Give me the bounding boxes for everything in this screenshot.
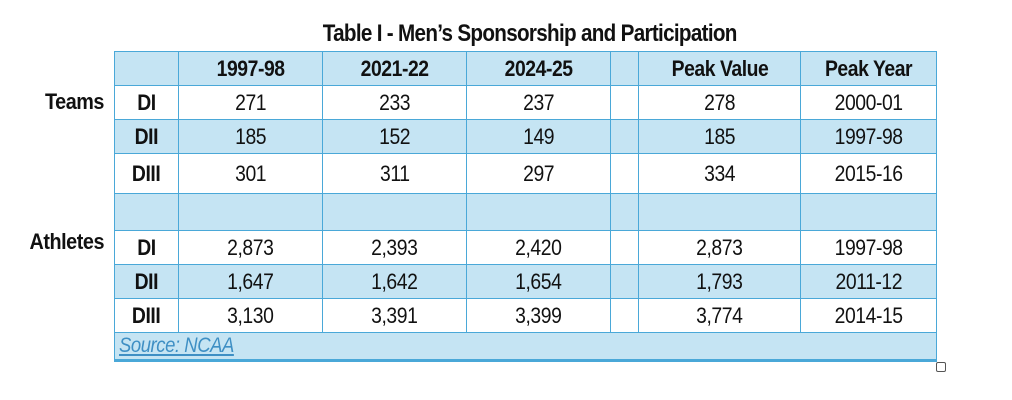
table-cell: 185 bbox=[638, 119, 801, 154]
table-cell: 185 bbox=[178, 119, 323, 154]
table-cell: 311 bbox=[322, 153, 467, 194]
blank-row bbox=[114, 193, 937, 231]
resize-handle[interactable] bbox=[936, 362, 946, 372]
header-cell: 2024-25 bbox=[466, 51, 611, 86]
table-row: DIII 3,130 3,391 3,399 3,774 2014-15 bbox=[114, 298, 937, 333]
table-cell: 1,642 bbox=[322, 264, 467, 299]
division-cell: DIII bbox=[114, 153, 179, 194]
table-row: DIII 301 311 297 334 2015-16 bbox=[114, 153, 937, 194]
table-cell: 233 bbox=[322, 85, 467, 120]
division-cell: DII bbox=[114, 264, 179, 299]
table-cell: 2000-01 bbox=[800, 85, 937, 120]
table-cell: 2,873 bbox=[178, 230, 323, 265]
table-cell: 2015-16 bbox=[800, 153, 937, 194]
table-cell: 2,393 bbox=[322, 230, 467, 265]
table-cell: 1997-98 bbox=[800, 230, 937, 265]
table-cell: 334 bbox=[638, 153, 801, 194]
table-cell: 237 bbox=[466, 85, 611, 120]
table-row: DI 271 233 237 278 2000-01 bbox=[114, 85, 937, 120]
source-row: Source: NCAA bbox=[114, 332, 937, 362]
table-cell: 152 bbox=[322, 119, 467, 154]
header-row: 1997-98 2021-22 2024-25 Peak Value Peak … bbox=[114, 51, 937, 86]
table-cell: 2,873 bbox=[638, 230, 801, 265]
table-cell: 149 bbox=[466, 119, 611, 154]
spacer-cell bbox=[610, 119, 639, 154]
table-cell: 1,647 bbox=[178, 264, 323, 299]
table-cell: 3,391 bbox=[322, 298, 467, 333]
header-cell bbox=[610, 51, 639, 86]
spacer-cell bbox=[610, 85, 639, 120]
header-cell: 2021-22 bbox=[322, 51, 467, 86]
blank-cell bbox=[322, 193, 467, 231]
header-cell: Peak Year bbox=[800, 51, 937, 86]
blank-cell bbox=[178, 193, 323, 231]
table-cell: 271 bbox=[178, 85, 323, 120]
table-row: DII 185 152 149 185 1997-98 bbox=[114, 119, 937, 154]
blank-cell bbox=[114, 193, 179, 231]
sponsorship-table: 1997-98 2021-22 2024-25 Peak Value Peak … bbox=[114, 51, 937, 362]
table-cell: 2011-12 bbox=[800, 264, 937, 299]
source-note: Source: NCAA bbox=[114, 332, 937, 362]
table-cell: 3,399 bbox=[466, 298, 611, 333]
division-cell: DIII bbox=[114, 298, 179, 333]
table-row: DII 1,647 1,642 1,654 1,793 2011-12 bbox=[114, 264, 937, 299]
table-cell: 301 bbox=[178, 153, 323, 194]
table-cell: 1,793 bbox=[638, 264, 801, 299]
blank-cell bbox=[800, 193, 937, 231]
header-cell: Peak Value bbox=[638, 51, 801, 86]
table-cell: 2014-15 bbox=[800, 298, 937, 333]
division-cell: DI bbox=[114, 230, 179, 265]
table-cell: 278 bbox=[638, 85, 801, 120]
division-cell: DII bbox=[114, 119, 179, 154]
table-cell: 3,130 bbox=[178, 298, 323, 333]
table-cell: 297 bbox=[466, 153, 611, 194]
spacer-cell bbox=[610, 298, 639, 333]
division-cell: DI bbox=[114, 85, 179, 120]
table-cell: 2,420 bbox=[466, 230, 611, 265]
blank-cell bbox=[638, 193, 801, 231]
header-cell: 1997-98 bbox=[178, 51, 323, 86]
table-cell: 1,654 bbox=[466, 264, 611, 299]
table-cell: 1997-98 bbox=[800, 119, 937, 154]
row-group-label-athletes: Athletes bbox=[29, 229, 105, 254]
blank-cell bbox=[466, 193, 611, 231]
blank-cell bbox=[610, 193, 639, 231]
header-cell bbox=[114, 51, 179, 86]
table-row: DI 2,873 2,393 2,420 2,873 1997-98 bbox=[114, 230, 937, 265]
spacer-cell bbox=[610, 230, 639, 265]
spacer-cell bbox=[610, 153, 639, 194]
spacer-cell bbox=[610, 264, 639, 299]
table-title: Table I - Men’s Sponsorship and Particip… bbox=[322, 20, 738, 47]
table-cell: 3,774 bbox=[638, 298, 801, 333]
row-group-label-teams: Teams bbox=[44, 89, 104, 114]
